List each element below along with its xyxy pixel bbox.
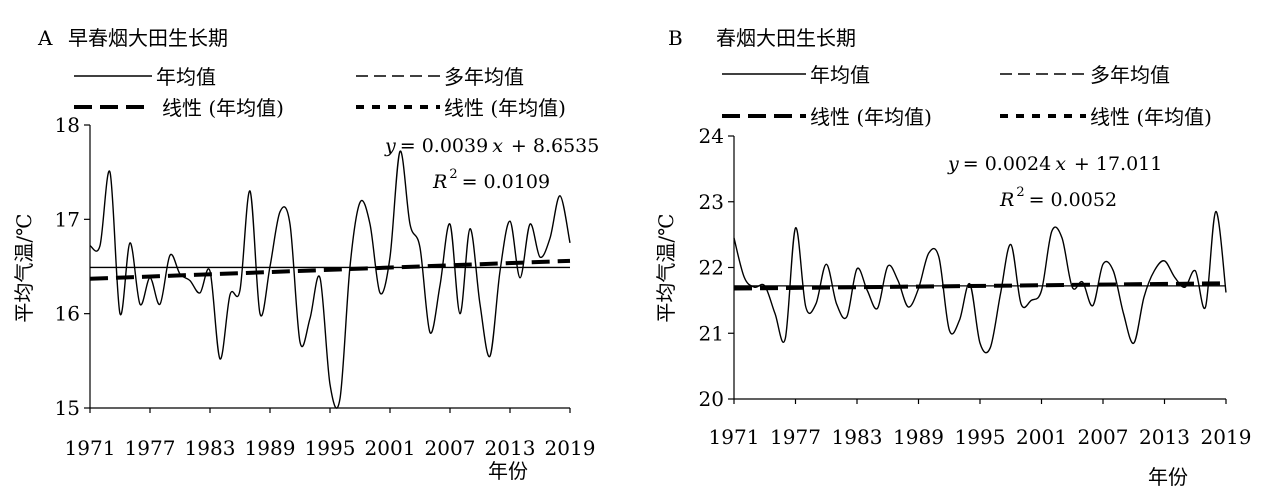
panel-b-legend: 年均值 多年均值 线性 (年均值) 线性 (年均值)	[722, 63, 1212, 129]
panel-a-equation: y = 0.0039 x + 8.6535	[384, 135, 599, 157]
linear-trend-line	[89, 258, 571, 281]
legend-label-annual: 年均值	[810, 63, 870, 87]
legend-label-trend: 线性 (年均值)	[810, 105, 932, 129]
panel-a-y-axis-label: 平均气温/℃	[12, 213, 36, 322]
panel-b-equation: y = 0.0024 x + 17.011	[947, 153, 1162, 175]
y-tick-label: 17	[55, 207, 80, 231]
panel-b-x-axis-label: 年份	[1148, 465, 1188, 489]
y-tick-label: 20	[699, 387, 724, 411]
panel-a-x-axis-label: 年份	[488, 459, 528, 483]
x-tick-label: 2007	[425, 436, 476, 460]
panel-a-r-squared: R 2 = 0.0109	[432, 167, 550, 193]
panel-a-plot: 15 16 17 18 1971 1977 1983 1989 1995 2001 2007 2013…	[55, 113, 596, 460]
panel-a-letter: A	[37, 26, 53, 50]
x-tick-label: 2001	[365, 436, 416, 460]
x-tick-label: 1971	[65, 436, 116, 460]
panel-a-legend: 年均值 多年均值 线性 (年均值) 线性 (年均值)	[74, 65, 566, 120]
legend-label-mean: 多年均值	[1090, 63, 1170, 87]
x-tick-label: 1971	[709, 425, 760, 449]
panel-b-plot: 20 21 22 23 24 1971 1977 1983 1989 1995 2001 2007 20…	[699, 124, 1252, 449]
y-tick-label: 23	[699, 190, 724, 214]
x-tick-label: 1995	[955, 425, 1006, 449]
panel-a: A 早春烟大田生长期 年均值 多年均值 线性 (年均值) 线性 (年均值) 平均…	[12, 26, 599, 483]
x-tick-label: 1989	[893, 425, 944, 449]
x-tick-label: 1995	[305, 436, 356, 460]
x-tick-label: 1977	[125, 436, 176, 460]
x-tick-label: 1983	[185, 436, 236, 460]
x-tick-label: 2019	[545, 436, 596, 460]
x-tick-label: 2001	[1016, 425, 1067, 449]
legend-label-trend-2: 线性 (年均值)	[444, 96, 566, 120]
y-tick-label: 16	[55, 302, 80, 326]
panel-b: B 春烟大田生长期 年均值 多年均值 线性 (年均值) 线性 (年均值) 平均气…	[654, 26, 1251, 489]
legend-label-trend-2: 线性 (年均值)	[1090, 105, 1212, 129]
y-tick-label: 15	[55, 396, 80, 420]
x-tick-label: 2007	[1078, 425, 1129, 449]
x-tick-label: 2013	[1139, 425, 1190, 449]
panel-b-r-squared: R 2 = 0.0052	[999, 185, 1117, 211]
x-tick-label: 1989	[245, 436, 296, 460]
y-tick-label: 22	[699, 256, 724, 280]
x-tick-label: 2013	[485, 436, 536, 460]
panel-b-title: 春烟大田生长期	[716, 26, 856, 50]
y-tick-label: 18	[55, 113, 80, 137]
y-tick-label: 24	[699, 124, 724, 148]
annual-mean-series-line	[89, 150, 571, 409]
legend-label-trend: 线性 (年均值)	[162, 96, 284, 120]
legend-label-mean: 多年均值	[444, 65, 524, 89]
panel-a-title: 早春烟大田生长期	[68, 26, 228, 50]
linear-trend-line	[733, 281, 1227, 291]
x-tick-label: 1977	[770, 425, 821, 449]
y-tick-label: 21	[699, 321, 724, 345]
x-tick-label: 1983	[832, 425, 883, 449]
annual-mean-series-line	[733, 210, 1227, 354]
panel-b-y-axis-label: 平均气温/℃	[654, 213, 678, 322]
legend-label-annual: 年均值	[156, 65, 216, 89]
x-tick-label: 2019	[1201, 425, 1252, 449]
panel-b-letter: B	[668, 26, 683, 50]
